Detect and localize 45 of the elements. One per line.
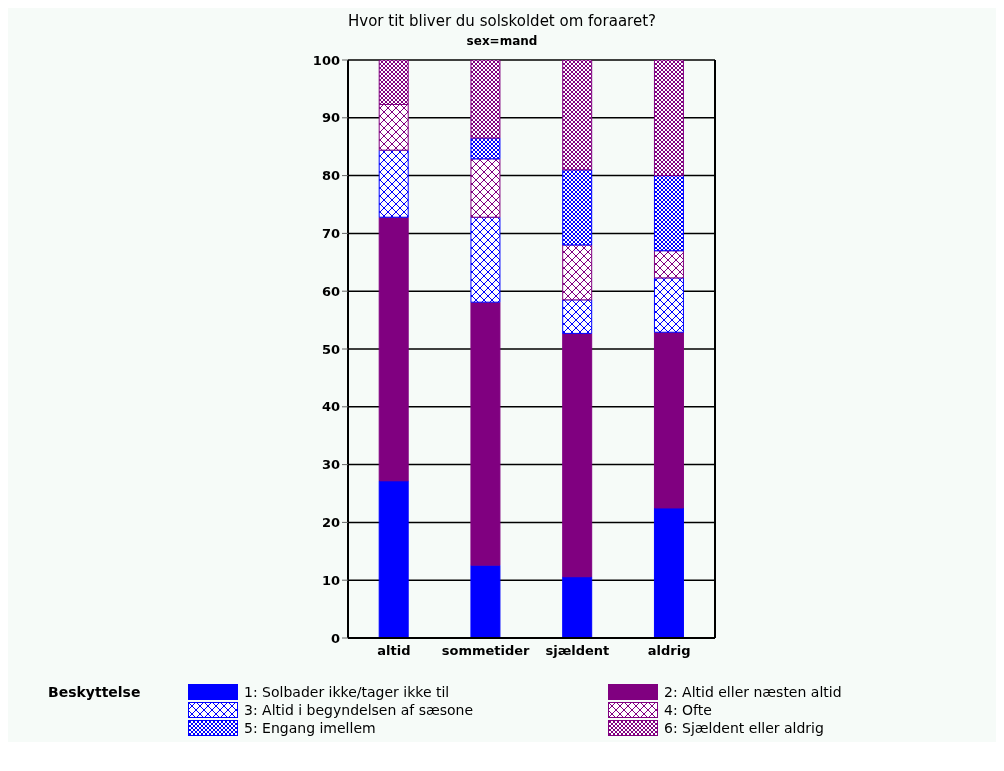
x-tick-label: altid xyxy=(377,643,411,659)
bar xyxy=(470,158,501,218)
bar xyxy=(653,60,684,177)
bar xyxy=(562,60,593,171)
chart-subtitle: sex=mand xyxy=(465,34,539,48)
bar xyxy=(378,480,409,638)
bar xyxy=(470,301,501,566)
bar xyxy=(653,331,684,509)
y-tick-label: 0 xyxy=(330,630,340,646)
bar xyxy=(562,332,593,578)
bar xyxy=(562,169,593,246)
y-tick-label: 20 xyxy=(321,515,340,531)
y-tick-label: 50 xyxy=(321,341,340,357)
y-tick-label: 90 xyxy=(321,110,340,126)
bar xyxy=(378,216,409,482)
bar xyxy=(653,175,684,252)
x-tick-label: sommetider xyxy=(441,643,531,659)
bar xyxy=(470,564,501,638)
chart-title: Hvor tit bliver du solskoldet om foraaret? xyxy=(347,11,657,30)
legend-label: 4: Ofte xyxy=(664,702,712,718)
bar xyxy=(562,299,593,334)
legend-title: Beskyttelse xyxy=(48,684,142,702)
x-tick-label: sjældent xyxy=(545,643,610,659)
bar xyxy=(562,576,593,638)
legend-label: 3: Altid i begyndelsen af sæsone xyxy=(244,702,474,718)
legend-label: 2: Altid eller næsten altid xyxy=(664,684,842,700)
bar xyxy=(653,507,684,638)
legend-label: 6: Sjældent eller aldrig xyxy=(664,720,824,736)
y-tick-label: 10 xyxy=(321,572,340,588)
bar xyxy=(378,149,409,218)
y-tick-label: 70 xyxy=(321,226,340,242)
x-tick-label: aldrig xyxy=(647,643,691,659)
bar xyxy=(562,244,593,301)
y-tick-label: 40 xyxy=(321,399,340,415)
legend-label: 5: Engang imellem xyxy=(244,720,376,736)
bar xyxy=(470,137,501,160)
y-tick-label: 100 xyxy=(312,52,340,68)
y-tick-label: 30 xyxy=(321,457,340,473)
y-tick-label: 60 xyxy=(321,283,340,299)
bar xyxy=(653,277,684,333)
legend-label: 1: Solbader ikke/tager ikke til xyxy=(244,684,450,700)
bar xyxy=(470,60,501,139)
bar xyxy=(470,216,501,303)
y-tick-label: 80 xyxy=(321,168,340,184)
bar xyxy=(653,250,684,279)
